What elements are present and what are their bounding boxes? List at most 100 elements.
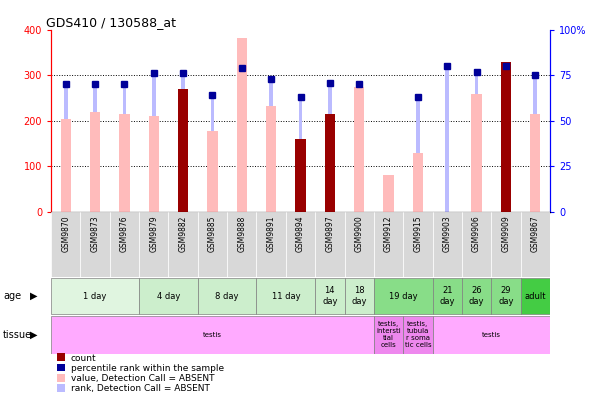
Bar: [168, 212, 198, 277]
Bar: [491, 212, 520, 277]
Text: testis,
intersti
tial
cells: testis, intersti tial cells: [376, 321, 401, 348]
Bar: [328, 82, 332, 212]
Bar: [240, 68, 243, 212]
Bar: [433, 212, 462, 277]
Bar: [344, 278, 374, 314]
Bar: [403, 316, 433, 354]
Text: 29
day: 29 day: [498, 286, 514, 306]
Bar: [198, 212, 227, 277]
Text: 21
day: 21 day: [439, 286, 455, 306]
Bar: [325, 114, 335, 212]
Bar: [295, 139, 306, 212]
Bar: [286, 212, 315, 277]
Bar: [354, 87, 364, 212]
Text: GSM9891: GSM9891: [267, 215, 276, 251]
Bar: [504, 66, 508, 212]
Text: GSM9897: GSM9897: [325, 215, 334, 252]
Text: 4 day: 4 day: [157, 291, 180, 301]
Bar: [152, 73, 156, 212]
Bar: [374, 316, 403, 354]
Text: GSM9882: GSM9882: [178, 215, 188, 251]
Text: GSM9906: GSM9906: [472, 215, 481, 252]
Text: GSM9900: GSM9900: [355, 215, 364, 252]
Bar: [51, 316, 374, 354]
Text: testis: testis: [482, 331, 501, 338]
Text: GSM9873: GSM9873: [91, 215, 100, 252]
Bar: [81, 212, 110, 277]
Text: GSM9894: GSM9894: [296, 215, 305, 252]
Text: GSM9867: GSM9867: [531, 215, 540, 252]
Bar: [51, 212, 81, 277]
Bar: [374, 212, 403, 277]
Bar: [471, 94, 481, 212]
Bar: [475, 72, 478, 212]
Text: GSM9888: GSM9888: [237, 215, 246, 251]
Bar: [266, 106, 276, 212]
Bar: [110, 212, 139, 277]
Bar: [178, 89, 188, 212]
Bar: [237, 38, 247, 212]
Text: rank, Detection Call = ABSENT: rank, Detection Call = ABSENT: [71, 385, 210, 393]
Text: GSM9885: GSM9885: [208, 215, 217, 251]
Bar: [227, 212, 257, 277]
Bar: [61, 118, 71, 212]
Bar: [374, 278, 433, 314]
Bar: [501, 61, 511, 212]
Bar: [51, 278, 139, 314]
Bar: [530, 114, 540, 212]
Text: 26
day: 26 day: [469, 286, 484, 306]
Text: GSM9915: GSM9915: [413, 215, 423, 252]
Text: age: age: [3, 291, 21, 301]
Text: testis: testis: [203, 331, 222, 338]
Text: GDS410 / 130588_at: GDS410 / 130588_at: [46, 15, 176, 29]
Bar: [315, 212, 344, 277]
Bar: [257, 278, 315, 314]
Bar: [299, 97, 302, 212]
Bar: [358, 84, 361, 212]
Bar: [344, 212, 374, 277]
Text: testis,
tubula
r soma
tic cells: testis, tubula r soma tic cells: [404, 321, 431, 348]
Text: 14
day: 14 day: [322, 286, 338, 306]
Text: 1 day: 1 day: [84, 291, 107, 301]
Bar: [315, 278, 344, 314]
Text: GSM9870: GSM9870: [61, 215, 70, 252]
Bar: [433, 316, 550, 354]
Bar: [207, 131, 218, 212]
Bar: [520, 212, 550, 277]
Bar: [139, 212, 168, 277]
Text: ▶: ▶: [30, 329, 37, 340]
Bar: [93, 84, 97, 212]
Bar: [403, 212, 433, 277]
Text: adult: adult: [525, 291, 546, 301]
Bar: [211, 95, 214, 212]
Bar: [520, 278, 550, 314]
Bar: [445, 66, 449, 212]
Bar: [491, 278, 520, 314]
Bar: [257, 212, 286, 277]
Bar: [182, 73, 185, 212]
Bar: [462, 212, 491, 277]
Bar: [148, 116, 159, 212]
Bar: [534, 75, 537, 212]
Text: GSM9876: GSM9876: [120, 215, 129, 252]
Text: GSM9912: GSM9912: [384, 215, 393, 251]
Text: GSM9909: GSM9909: [501, 215, 510, 252]
Bar: [269, 79, 273, 212]
Text: ▶: ▶: [30, 291, 37, 301]
Bar: [120, 114, 130, 212]
Bar: [123, 84, 126, 212]
Bar: [462, 278, 491, 314]
Text: count: count: [71, 354, 97, 362]
Text: 11 day: 11 day: [272, 291, 300, 301]
Text: tissue: tissue: [3, 329, 32, 340]
Bar: [198, 278, 257, 314]
Text: 19 day: 19 day: [389, 291, 418, 301]
Text: value, Detection Call = ABSENT: value, Detection Call = ABSENT: [71, 374, 215, 383]
Text: percentile rank within the sample: percentile rank within the sample: [71, 364, 224, 373]
Text: 18
day: 18 day: [352, 286, 367, 306]
Text: GSM9903: GSM9903: [443, 215, 452, 252]
Text: 8 day: 8 day: [215, 291, 239, 301]
Bar: [90, 112, 100, 212]
Bar: [139, 278, 198, 314]
Bar: [413, 152, 423, 212]
